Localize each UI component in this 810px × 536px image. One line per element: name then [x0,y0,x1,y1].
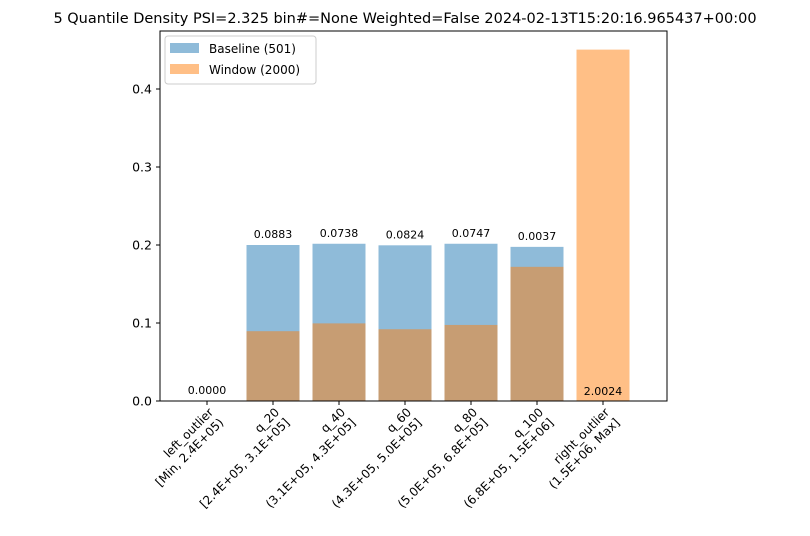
y-axis: 0.0 0.1 0.2 0.3 0.4 [132,82,160,409]
window-bar-2 [312,323,366,401]
x-tick-label-0: left_outlier[Min, 2.4E+05) [142,405,226,489]
legend-label-0: Baseline (501) [209,42,296,56]
x-axis: left_outlier[Min, 2.4E+05) q_20[2.4E+05, … [142,401,622,511]
window-bar-1 [246,331,300,401]
data-label-5: 0.0037 [518,230,557,243]
legend-swatch-1 [170,64,199,74]
legend-box [164,35,317,85]
legend-swatch-0 [170,43,199,53]
chart-title: 5 Quantile Density PSI=2.325 bin#=None W… [53,11,756,27]
y-tick-label-3: 0.3 [132,160,152,175]
y-tick-label-4: 0.4 [132,82,152,97]
data-label-6: 2.0024 [584,385,623,398]
data-label-1: 0.0883 [254,228,293,241]
window-bar-3 [378,329,432,401]
data-label-2: 0.0738 [320,227,359,240]
legend: Baseline (501) Window (2000) [164,35,317,85]
y-tick-label-0: 0.0 [132,394,152,409]
bars-layer [246,49,630,402]
window-bar-5 [510,266,564,401]
data-labels-layer: 0.0000 0.0883 0.0738 0.0824 0.0747 0.0037 2.00… [188,227,623,398]
legend-label-1: Window (2000) [209,63,300,77]
window-bar-4 [444,324,498,401]
data-label-4: 0.0747 [452,227,491,240]
window-bar-6 [576,49,630,402]
data-label-3: 0.0824 [386,228,425,241]
y-tick-label-1: 0.1 [132,316,152,331]
y-tick-label-2: 0.2 [132,238,152,253]
data-label-0: 0.0000 [188,384,227,397]
plot-area-frame [159,30,668,402]
